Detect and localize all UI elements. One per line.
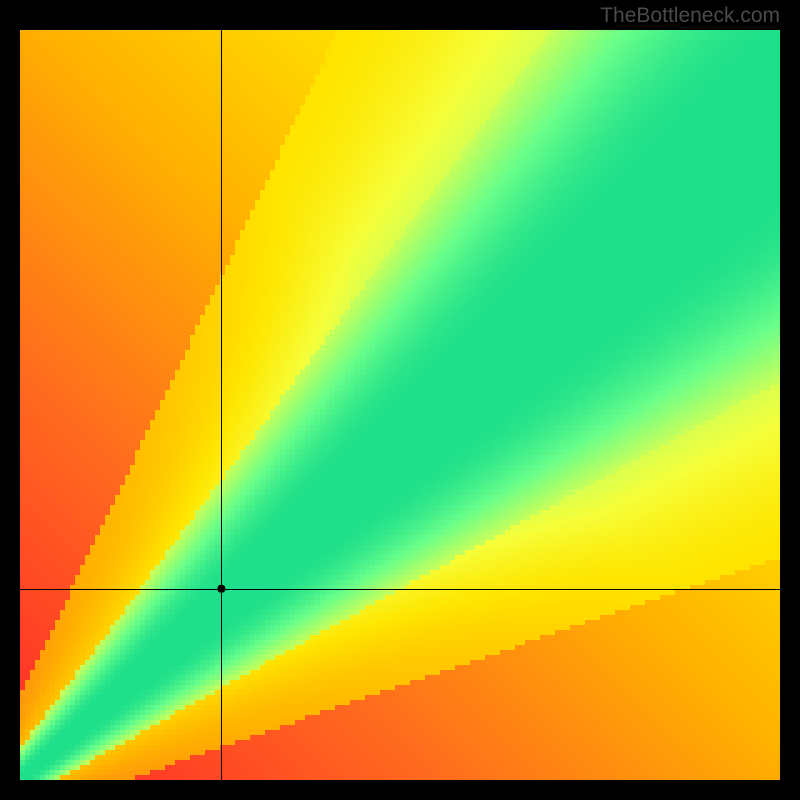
- chart-container: TheBottleneck.com: [0, 0, 800, 800]
- plot-area: [20, 30, 780, 780]
- heatmap-canvas: [20, 30, 780, 780]
- watermark-text: TheBottleneck.com: [600, 4, 780, 28]
